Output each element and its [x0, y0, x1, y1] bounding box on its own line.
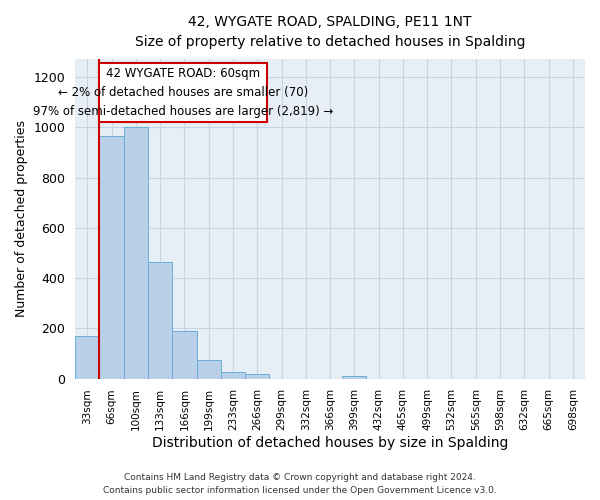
Bar: [124, 128, 148, 378]
X-axis label: Distribution of detached houses by size in Spalding: Distribution of detached houses by size …: [152, 436, 508, 450]
Text: 42 WYGATE ROAD: 60sqm
← 2% of detached houses are smaller (70)
97% of semi-detac: 42 WYGATE ROAD: 60sqm ← 2% of detached h…: [33, 67, 334, 118]
Text: Contains HM Land Registry data © Crown copyright and database right 2024.
Contai: Contains HM Land Registry data © Crown c…: [103, 474, 497, 495]
Bar: [342, 376, 367, 378]
Bar: [75, 336, 100, 378]
Y-axis label: Number of detached properties: Number of detached properties: [15, 120, 28, 318]
Bar: [148, 262, 172, 378]
Bar: [100, 136, 124, 378]
Title: 42, WYGATE ROAD, SPALDING, PE11 1NT
Size of property relative to detached houses: 42, WYGATE ROAD, SPALDING, PE11 1NT Size…: [135, 15, 526, 48]
FancyBboxPatch shape: [100, 63, 267, 122]
Bar: [197, 360, 221, 378]
Bar: [245, 374, 269, 378]
Bar: [221, 372, 245, 378]
Bar: [172, 331, 197, 378]
